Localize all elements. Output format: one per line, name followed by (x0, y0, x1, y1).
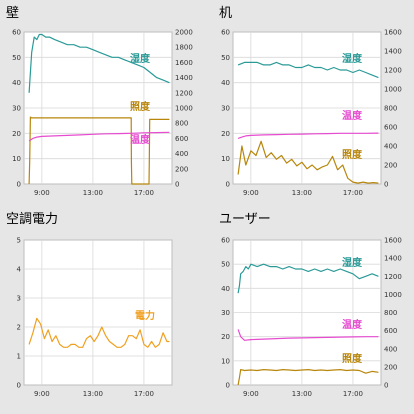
y-tick-label: 40 (221, 285, 230, 293)
y-tick-label: 20 (221, 130, 230, 138)
y2-tick-label: 200 (384, 162, 397, 170)
y2-tick-label: 1600 (384, 29, 402, 37)
series-line (237, 369, 379, 386)
y-tick-label: 60 (221, 237, 230, 245)
x-tick-label: 17:00 (343, 390, 363, 398)
x-tick-label: 13:00 (292, 189, 312, 197)
series-label: 照度 (130, 100, 151, 113)
y-tick-label: 60 (12, 29, 21, 37)
y2-tick-label: 1200 (384, 67, 402, 75)
chart-panel-1: 壁010203040506002004006008001000120014001… (6, 6, 193, 197)
x-tick-label: 13:00 (83, 189, 103, 197)
series-line (28, 131, 170, 142)
y-tick-label: 40 (221, 79, 230, 87)
y-tick-label: 40 (12, 79, 21, 87)
y-tick-label: 0 (226, 382, 230, 390)
x-tick-label: 17:00 (134, 189, 154, 197)
y-tick-label: 50 (221, 261, 230, 269)
y2-tick-label: 600 (175, 135, 188, 143)
y2-tick-label: 600 (384, 327, 397, 335)
y2-tick-label: 1000 (384, 291, 402, 299)
y-tick-label: 30 (12, 105, 21, 113)
y-tick-label: 20 (221, 333, 230, 341)
y-tick-label: 3 (17, 295, 21, 303)
x-tick-label: 13:00 (292, 390, 312, 398)
y2-tick-label: 200 (384, 363, 397, 371)
y2-tick-label: 0 (384, 382, 388, 390)
chart-panel-4: ユーザー010203040506002004006008001000120014… (219, 212, 402, 398)
y2-tick-label: 1400 (384, 48, 402, 56)
x-tick-label: 9:00 (243, 189, 259, 197)
y-tick-label: 20 (12, 130, 21, 138)
x-tick-label: 13:00 (83, 390, 103, 398)
y2-tick-label: 2000 (175, 29, 193, 37)
series-label: 湿度 (342, 256, 363, 269)
y-tick-label: 4 (17, 266, 22, 274)
y2-tick-label: 400 (175, 150, 188, 158)
series-line (237, 263, 379, 294)
x-tick-label: 17:00 (343, 189, 363, 197)
y2-tick-label: 1000 (384, 86, 402, 94)
plot-area (23, 239, 173, 386)
y2-tick-label: 800 (384, 105, 397, 113)
y2-tick-label: 1200 (384, 273, 402, 281)
y-tick-label: 50 (221, 54, 230, 62)
series-line (28, 317, 170, 348)
y2-tick-label: 1600 (175, 59, 193, 67)
chart-title: 壁 (6, 6, 19, 21)
chart-title: 空調電力 (6, 212, 58, 227)
y2-tick-label: 1400 (175, 74, 193, 82)
x-tick-label: 9:00 (34, 189, 50, 197)
y-tick-label: 1 (17, 353, 21, 361)
y-tick-label: 5 (17, 237, 21, 245)
series-label: 電力 (135, 309, 155, 322)
y-tick-label: 10 (221, 357, 230, 365)
y-tick-label: 0 (17, 382, 21, 390)
series-line (237, 61, 379, 79)
series-label: 照度 (342, 352, 363, 365)
y2-tick-label: 1600 (384, 237, 402, 245)
y2-tick-label: 400 (384, 143, 397, 151)
series-line (28, 33, 170, 93)
y-tick-label: 10 (221, 155, 230, 163)
series-line (28, 116, 170, 185)
y-tick-label: 30 (221, 105, 230, 113)
y-tick-label: 50 (12, 54, 21, 62)
y2-tick-label: 800 (175, 120, 188, 128)
series-line (237, 329, 379, 341)
y2-tick-label: 1400 (384, 255, 402, 263)
chart-panel-2: 机010203040506002004006008001000120014001… (219, 6, 402, 197)
series-label: 温度 (342, 318, 363, 331)
y2-tick-label: 800 (384, 309, 397, 317)
series-label: 温度 (130, 133, 151, 146)
y-tick-label: 30 (221, 309, 230, 317)
series-label: 温度 (342, 109, 363, 122)
chart-panel-3: 空調電力 0 1 2 3 4 5 9:00 13:00 17:00 電力 (6, 212, 173, 398)
x-tick-label: 9:00 (243, 390, 259, 398)
series-line (237, 132, 379, 139)
y2-tick-label: 1200 (175, 89, 193, 97)
y-tick-label: 10 (12, 155, 21, 163)
y2-tick-label: 600 (384, 124, 397, 132)
series-label: 照度 (342, 148, 363, 161)
y2-tick-label: 1800 (175, 44, 193, 52)
x-tick-label: 9:00 (34, 390, 50, 398)
y-tick-label: 60 (221, 29, 230, 37)
y-tick-label: 2 (17, 324, 21, 332)
series-line (237, 140, 379, 184)
series-label: 湿度 (342, 52, 363, 65)
y2-tick-label: 200 (175, 165, 188, 173)
y-tick-label: 0 (226, 181, 230, 189)
chart-title: 机 (219, 6, 232, 21)
y2-tick-label: 400 (384, 345, 397, 353)
y-tick-label: 0 (17, 181, 21, 189)
y2-tick-label: 0 (175, 181, 179, 189)
series-label: 湿度 (130, 52, 151, 65)
y2-tick-label: 1000 (175, 105, 193, 113)
x-tick-label: 17:00 (134, 390, 154, 398)
y2-tick-label: 0 (384, 181, 388, 189)
chart-title: ユーザー (219, 212, 271, 227)
